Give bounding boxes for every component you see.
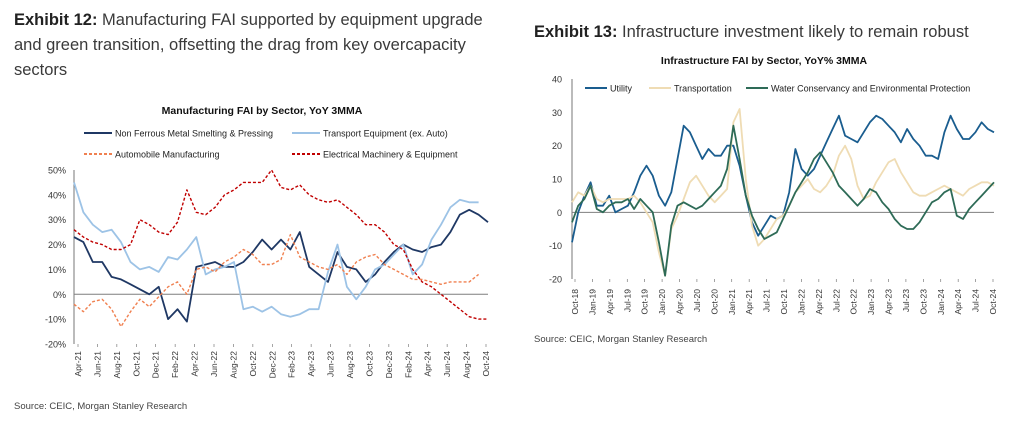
- x-tick-label: Aug-24: [462, 351, 472, 379]
- exhibit-12-title-line2: and green transition, offsetting the dra…: [14, 36, 466, 54]
- x-tick-label: Jan-23: [866, 289, 876, 315]
- y-tick-label: 20%: [48, 240, 66, 250]
- legend-label-3: Automobile Manufacturing: [115, 150, 220, 160]
- y-tick-label: -20: [549, 275, 562, 285]
- x-tick-label: Jan-21: [727, 289, 737, 315]
- series-line-4: [73, 169, 488, 320]
- series-line-1: [571, 114, 995, 243]
- x-tick-label: Feb-24: [403, 351, 413, 378]
- y-tick-label: 0%: [53, 290, 66, 300]
- x-tick-label: Apr-22: [190, 351, 200, 377]
- exhibit-12-label: Exhibit 12:: [14, 11, 98, 29]
- legend-label-2: Transport Equipment (ex. Auto): [323, 129, 448, 139]
- x-tick-label: Oct-20: [709, 289, 719, 315]
- series-line-3: [571, 124, 995, 277]
- series-line-2: [571, 108, 995, 277]
- y-tick-label: -20%: [45, 340, 66, 350]
- legend-label-3: Water Conservancy and Environmental Prot…: [771, 84, 970, 94]
- x-tick-label: Jun-24: [442, 351, 452, 377]
- y-tick-label: 0: [557, 208, 562, 218]
- x-tick-label: Oct-22: [248, 351, 258, 377]
- x-tick-label: Jul-22: [831, 289, 841, 312]
- left-exhibit-panel: Exhibit 12: Manufacturing FAI supported …: [14, 8, 504, 412]
- x-tick-label: Jan-24: [936, 289, 946, 315]
- y-tick-label: 50%: [48, 166, 66, 176]
- infrastructure-fai-chart: Infrastructure FAI by Sector, YoY% 3MMA U…: [549, 55, 998, 315]
- y-tick-label: -10: [549, 241, 562, 251]
- y-tick-label: 20: [552, 141, 562, 151]
- x-tick-label: Feb-23: [287, 351, 297, 378]
- exhibit-13-label: Exhibit 13:: [534, 23, 618, 41]
- x-tick-label: Jul-21: [762, 289, 772, 312]
- x-tick-label: Jun-22: [209, 351, 219, 377]
- x-tick-label: Jul-20: [692, 289, 702, 312]
- x-tick-label: Apr-24: [423, 351, 433, 377]
- y-tick-label: -10%: [45, 315, 66, 325]
- x-tick-label: Oct-22: [849, 289, 859, 315]
- legend-label-2: Transportation: [674, 84, 732, 94]
- x-tick-label: Apr-21: [744, 289, 754, 315]
- series-line-2: [73, 182, 479, 318]
- x-tick-label: Apr-21: [73, 351, 83, 377]
- x-tick-label: Oct-21: [779, 289, 789, 315]
- exhibit-12-title-line1: Manufacturing FAI supported by equipment…: [102, 11, 483, 29]
- exhibit-12-title: Exhibit 12: Manufacturing FAI supported …: [14, 8, 504, 83]
- x-tick-label: Dec-21: [151, 351, 161, 379]
- y-tick-label: 40: [552, 75, 562, 85]
- x-tick-label: Jul-23: [901, 289, 911, 312]
- legend-label-1: Non Ferrous Metal Smelting & Pressing: [115, 129, 273, 139]
- manufacturing-fai-chart: Manufacturing FAI by Sector, YoY 3MMA Non…: [45, 105, 491, 379]
- x-tick-label: Jun-23: [326, 351, 336, 377]
- y-tick-label: 30: [552, 108, 562, 118]
- x-tick-label: Apr-23: [306, 351, 316, 377]
- x-tick-label: Feb-22: [170, 351, 180, 378]
- x-tick-label: Jul-24: [971, 289, 981, 312]
- x-tick-label: Oct-23: [918, 289, 928, 315]
- series-line-3: [73, 233, 480, 328]
- x-tick-label: Jul-19: [622, 289, 632, 312]
- x-tick-label: Jan-22: [796, 289, 806, 315]
- chart-title: Manufacturing FAI by Sector, YoY 3MMA: [162, 105, 363, 117]
- x-tick-label: Apr-24: [953, 289, 963, 315]
- x-tick-label: Jan-20: [657, 289, 667, 315]
- x-tick-label: Jun-21: [92, 351, 102, 377]
- exhibit-13-title-text: Infrastructure investment likely to rema…: [622, 23, 969, 41]
- x-tick-label: Apr-20: [675, 289, 685, 315]
- x-tick-label: Jan-19: [587, 289, 597, 315]
- x-tick-label: Aug-21: [112, 351, 122, 379]
- right-exhibit-panel: Exhibit 13: Infrastructure investment li…: [512, 0, 1024, 430]
- x-tick-label: Aug-22: [228, 351, 238, 379]
- exhibit-12-title-line3: sectors: [14, 61, 68, 79]
- chart-title: Infrastructure FAI by Sector, YoY% 3MMA: [661, 55, 868, 67]
- legend-label-4: Electrical Machinery & Equipment: [323, 150, 458, 160]
- x-tick-label: Apr-19: [605, 289, 615, 315]
- legend-label-1: Utility: [610, 84, 632, 94]
- x-tick-label: Oct-21: [131, 351, 141, 377]
- x-tick-label: Apr-23: [884, 289, 894, 315]
- x-tick-label: Oct-24: [481, 351, 491, 377]
- y-tick-label: 10%: [48, 265, 66, 275]
- x-tick-label: Oct-24: [988, 289, 998, 315]
- x-tick-label: Apr-22: [814, 289, 824, 315]
- exhibit-13-source: Source: CEIC, Morgan Stanley Research: [534, 334, 708, 345]
- x-tick-label: Aug-23: [345, 351, 355, 379]
- exhibit-13-title: Exhibit 13: Infrastructure investment li…: [534, 20, 1014, 45]
- exhibit-12-source: Source: CEIC, Morgan Stanley Research: [14, 401, 188, 412]
- x-tick-label: Oct-19: [640, 289, 650, 315]
- series-line-1: [73, 208, 489, 323]
- x-tick-label: Oct-23: [364, 351, 374, 377]
- y-tick-label: 40%: [48, 190, 66, 200]
- y-tick-label: 10: [552, 175, 562, 185]
- x-tick-label: Dec-23: [384, 351, 394, 379]
- y-tick-label: 30%: [48, 215, 66, 225]
- x-tick-label: Dec-22: [267, 351, 277, 379]
- x-tick-label: Oct-18: [570, 289, 580, 315]
